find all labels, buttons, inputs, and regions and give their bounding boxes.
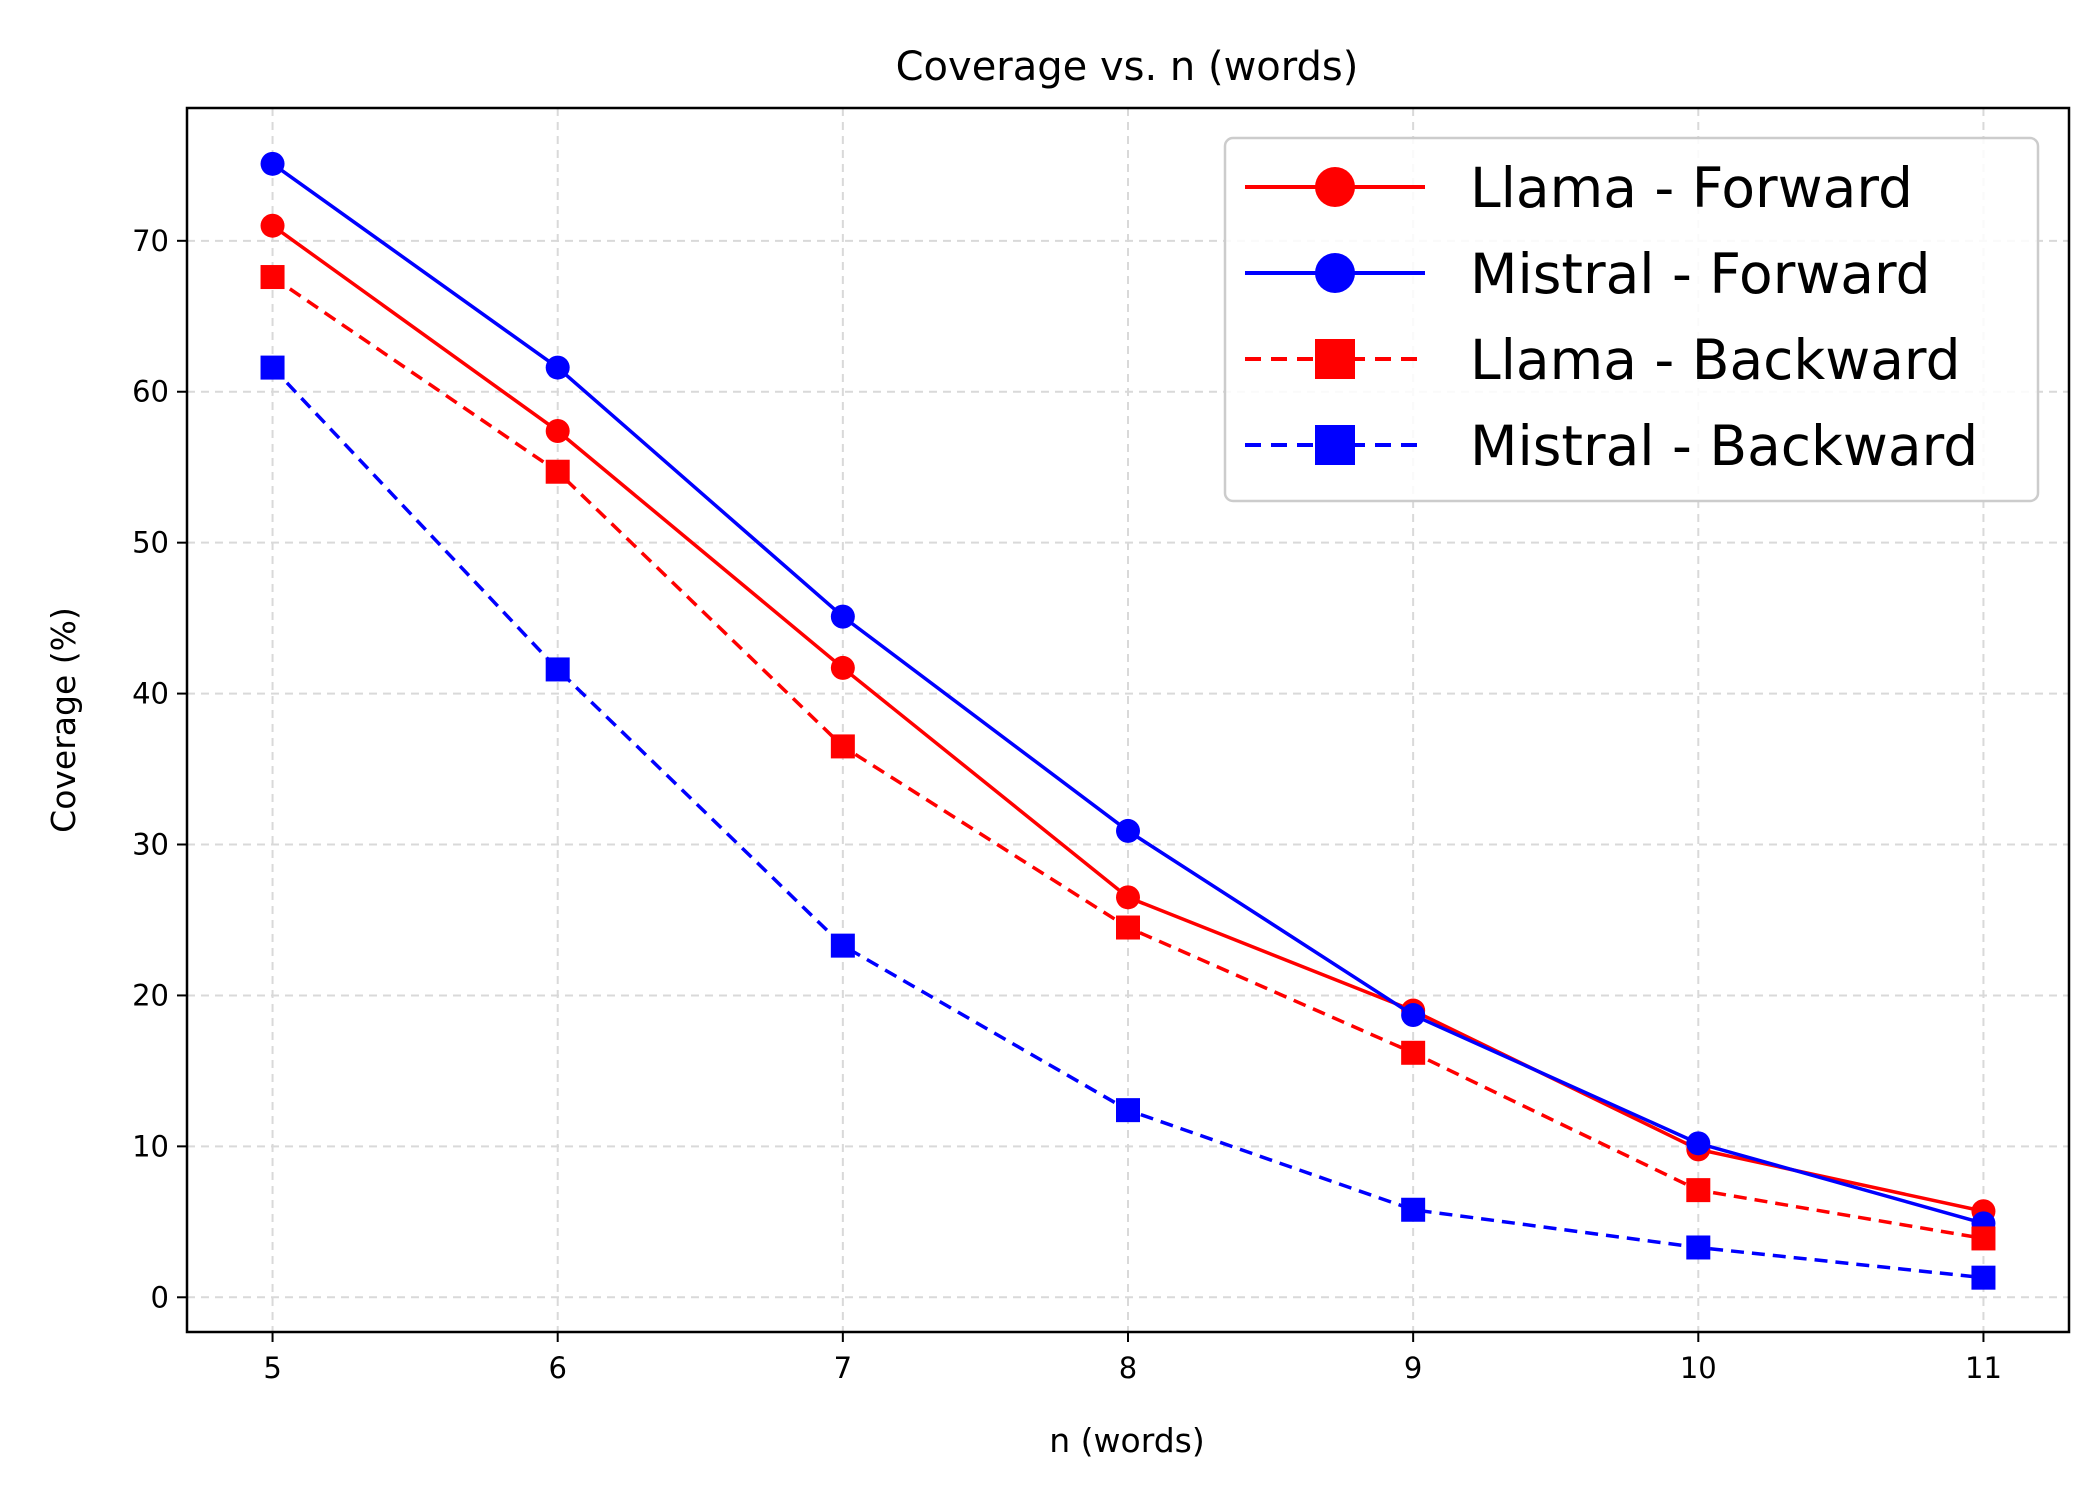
data-point xyxy=(545,459,570,484)
data-point xyxy=(1116,818,1140,843)
data-point xyxy=(545,418,570,443)
x-tick-label: 7 xyxy=(834,1351,852,1385)
data-point xyxy=(830,655,855,680)
data-point xyxy=(830,604,855,629)
y-tick-label: 10 xyxy=(132,1129,169,1163)
data-point xyxy=(545,657,570,682)
x-tick-label: 8 xyxy=(1119,1351,1137,1385)
legend-marker xyxy=(1315,253,1355,293)
data-point xyxy=(1116,915,1140,940)
y-tick-label: 70 xyxy=(132,224,169,258)
data-point xyxy=(545,355,570,380)
data-point xyxy=(1401,1197,1426,1222)
data-point xyxy=(260,151,285,176)
data-point xyxy=(1116,885,1140,910)
x-tick-label: 6 xyxy=(548,1351,566,1385)
chart-title: Coverage vs. n (words) xyxy=(896,44,1359,90)
data-point xyxy=(1971,1226,1996,1251)
series-llama-backward xyxy=(260,265,1996,1251)
data-point xyxy=(1971,1265,1996,1290)
x-axis: 5 6 7 8 9 10 11 xyxy=(263,1332,2002,1385)
legend-label: Llama - Forward xyxy=(1470,156,1913,220)
legend: Llama - Forward Mistral - Forward Llama - … xyxy=(1223,136,2040,503)
legend-marker xyxy=(1315,339,1355,379)
y-tick-label: 60 xyxy=(132,375,169,409)
data-point xyxy=(1401,1003,1426,1028)
legend-label: Mistral - Backward xyxy=(1470,414,1978,478)
legend-label: Mistral - Forward xyxy=(1470,242,1931,306)
data-point xyxy=(260,355,285,380)
data-point xyxy=(1686,1235,1711,1260)
y-tick-label: 40 xyxy=(132,677,169,711)
y-tick-label: 20 xyxy=(132,978,169,1012)
y-tick-label: 50 xyxy=(132,526,169,560)
x-tick-label: 9 xyxy=(1404,1351,1422,1385)
legend-item-llama-backward: Llama - Backward xyxy=(1245,328,1961,392)
data-point xyxy=(1116,1098,1140,1123)
series-mistral-backward xyxy=(260,355,1996,1290)
legend-label: Llama - Backward xyxy=(1470,328,1961,392)
legend-marker xyxy=(1315,425,1355,465)
data-point xyxy=(1686,1178,1711,1203)
x-tick-label: 10 xyxy=(1680,1351,1717,1385)
series-mistral-forward xyxy=(260,151,1996,1236)
legend-item-llama-forward: Llama - Forward xyxy=(1245,156,1913,220)
x-axis-label: n (words) xyxy=(1049,1421,1204,1460)
y-axis: 0 10 20 30 40 50 60 70 xyxy=(132,224,187,1314)
data-point xyxy=(1401,1040,1426,1065)
legend-frame xyxy=(1223,136,2040,503)
legend-marker xyxy=(1315,167,1355,207)
y-tick-label: 30 xyxy=(132,828,169,862)
data-point xyxy=(830,734,855,759)
y-tick-label: 0 xyxy=(151,1280,169,1314)
legend-item-mistral-backward: Mistral - Backward xyxy=(1245,414,1978,478)
data-point xyxy=(830,933,855,958)
data-point xyxy=(260,213,285,238)
x-tick-label: 11 xyxy=(1965,1351,2002,1385)
data-point xyxy=(260,265,285,290)
legend-item-mistral-forward: Mistral - Forward xyxy=(1245,242,1931,306)
data-point xyxy=(1686,1131,1711,1156)
x-tick-label: 5 xyxy=(263,1351,281,1385)
series-layer xyxy=(260,151,1996,1290)
y-axis-label: Coverage (%) xyxy=(44,607,83,833)
